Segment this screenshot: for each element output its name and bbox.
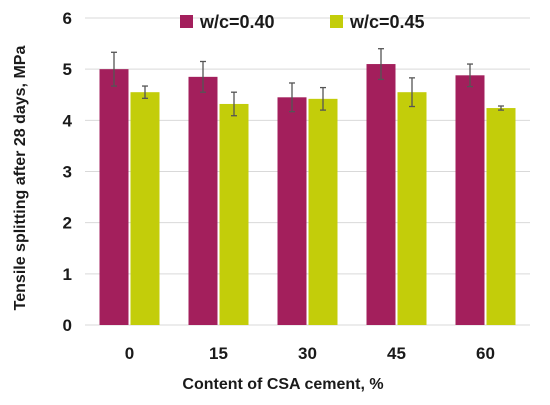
y-tick-label: 0 — [63, 316, 72, 335]
y-tick-label: 5 — [63, 60, 72, 79]
x-axis-title: Content of CSA cement, % — [182, 376, 383, 393]
bar-w/c=0.45-60 — [486, 108, 516, 325]
legend-swatch-w045 — [330, 15, 343, 28]
error-bars — [111, 48, 504, 117]
bar-w/c=0.40-15 — [188, 76, 218, 325]
y-tick-label: 2 — [63, 214, 72, 233]
x-tick-label: 60 — [476, 344, 495, 363]
bar-w/c=0.45-0 — [130, 92, 160, 325]
y-tick-label: 4 — [63, 111, 73, 130]
bar-w/c=0.45-30 — [308, 98, 338, 326]
x-tick-label: 0 — [125, 344, 134, 363]
y-tick-label: 6 — [63, 9, 72, 28]
x-tick-label: 15 — [209, 344, 228, 363]
bar-w/c=0.45-45 — [397, 92, 427, 325]
legend-swatch-w040 — [180, 15, 193, 28]
y-tick-label: 3 — [63, 163, 72, 182]
bar-w/c=0.40-45 — [366, 64, 396, 326]
bars — [99, 64, 516, 326]
bar-w/c=0.40-60 — [455, 75, 485, 325]
y-tick-label: 1 — [63, 265, 72, 284]
bar-w/c=0.45-15 — [219, 103, 249, 326]
y-axis-title: Tensile splitting after 28 days, MPa — [12, 46, 29, 311]
x-tick-label: 30 — [298, 344, 317, 363]
bar-w/c=0.40-30 — [277, 97, 307, 325]
legend: w/c=0.40 w/c=0.45 — [180, 12, 425, 32]
legend-label-w045: w/c=0.45 — [349, 12, 425, 32]
x-tick-label: 45 — [387, 344, 406, 363]
bar-w/c=0.40-0 — [99, 69, 129, 326]
legend-label-w040: w/c=0.40 — [199, 12, 275, 32]
